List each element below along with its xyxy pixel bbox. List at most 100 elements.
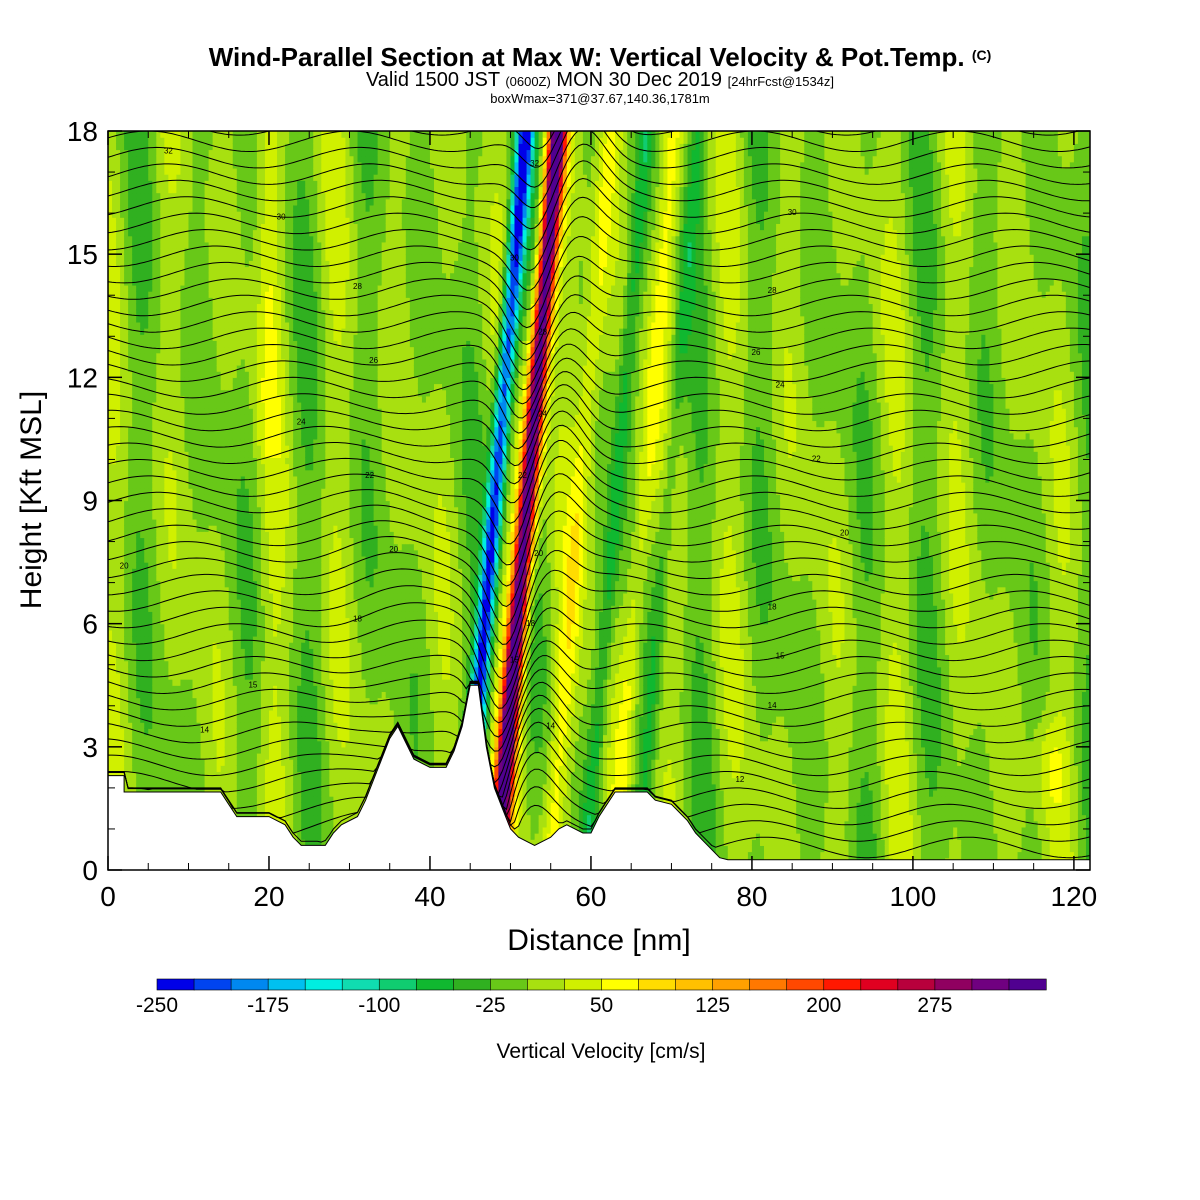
velocity-cell [196,752,202,760]
velocity-cell [128,512,133,520]
velocity-cell [148,512,153,520]
velocity-cell [208,580,214,588]
velocity-cell [108,691,113,699]
velocity-cell [120,352,125,360]
velocity-cell [208,445,214,452]
velocity-cell [196,186,202,194]
velocity-cell [220,728,226,736]
velocity-cell [140,229,145,237]
velocity-cell [268,371,274,378]
velocity-cell [224,605,230,612]
velocity-cell [256,420,262,428]
velocity-cell [240,155,246,163]
velocity-cell [216,623,222,631]
velocity-cell [264,475,270,483]
velocity-cell [204,537,210,545]
velocity-cell [140,691,145,699]
velocity-cell [232,469,238,477]
velocity-cell [132,229,137,237]
velocity-cell [184,752,190,760]
velocity-cell [216,217,222,224]
velocity-cell [144,223,149,231]
velocity-cell [216,223,222,231]
velocity-cell [264,605,270,612]
velocity-cell [236,143,242,151]
velocity-cell [152,666,157,674]
velocity-cell [184,297,190,305]
velocity-cell [172,500,178,508]
velocity-cell [248,697,254,705]
velocity-cell [212,445,218,452]
velocity-cell [160,660,165,668]
velocity-cell [208,488,214,495]
velocity-cell [268,808,274,816]
velocity-cell [264,371,270,378]
velocity-cell [116,315,121,323]
velocity-cell [124,469,129,477]
velocity-cell [248,512,254,520]
velocity-cell [144,537,149,545]
velocity-cell [192,672,198,680]
velocity-cell [112,500,117,508]
velocity-cell [244,679,250,686]
velocity-cell [236,155,242,163]
velocity-cell [212,358,218,366]
velocity-cell [108,321,113,329]
velocity-cell [264,401,270,409]
velocity-cell [140,401,145,409]
velocity-cell [208,697,214,705]
velocity-cell [136,309,141,317]
velocity-cell [236,555,242,563]
velocity-cell [136,143,141,151]
velocity-cell [256,623,262,631]
velocity-cell [252,709,258,717]
velocity-cell [264,488,270,495]
velocity-cell [244,488,250,495]
velocity-cell [176,167,182,175]
velocity-cell [112,716,117,723]
velocity-cell [208,654,214,662]
velocity-cell [156,722,161,729]
velocity-cell [228,174,234,181]
velocity-cell [224,241,230,249]
velocity-cell [132,161,137,169]
velocity-cell [120,482,125,489]
velocity-cell [260,438,266,446]
velocity-cell [264,518,270,526]
velocity-cell [172,605,178,612]
velocity-cell [252,796,258,803]
velocity-cell [256,211,262,218]
velocity-cell [160,629,165,637]
velocity-cell [192,549,198,557]
velocity-cell [176,161,182,169]
copyright-mark: (C) [972,47,991,63]
velocity-cell [264,315,270,323]
velocity-cell [184,525,190,532]
velocity-cell [232,525,238,532]
velocity-cell [152,155,157,163]
velocity-cell [196,248,202,255]
velocity-cell [248,568,254,575]
velocity-cell [168,740,173,748]
velocity-cell [220,586,226,594]
velocity-cell [196,525,202,532]
velocity-cell [192,506,198,514]
velocity-cell [273,549,278,557]
velocity-cell [200,629,206,637]
velocity-cell [192,303,198,311]
velocity-cell [160,752,165,760]
velocity-cell [260,592,266,600]
velocity-cell [252,223,258,231]
velocity-cell [132,531,137,539]
velocity-cell [124,783,129,791]
velocity-cell [184,161,190,169]
velocity-cell [252,482,258,489]
velocity-cell [248,401,254,409]
velocity-cell [228,198,234,206]
velocity-cell [236,592,242,600]
velocity-cell [252,131,258,138]
velocity-cell [144,574,149,582]
velocity-cell [264,463,270,471]
velocity-cell [200,457,206,465]
velocity-cell [268,482,274,489]
